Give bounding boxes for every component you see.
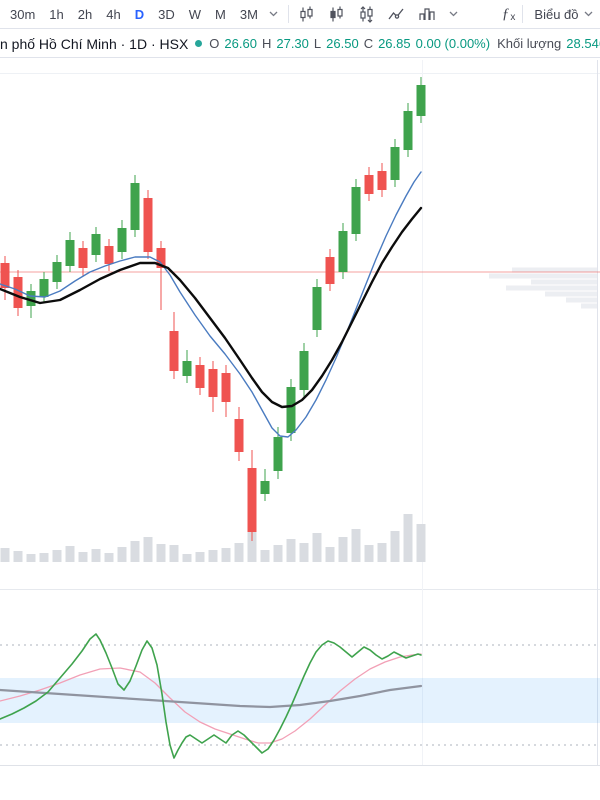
close-value: 26.85 (378, 36, 411, 51)
candles-hollow-icon[interactable] (296, 4, 317, 25)
line-chart-icon[interactable] (386, 4, 407, 25)
open-value: 26.60 (224, 36, 257, 51)
open-label: O (209, 36, 220, 51)
pane-separator[interactable] (0, 589, 600, 590)
chart-right-border (597, 60, 598, 765)
toolbar-divider (287, 5, 289, 23)
timeframe-group: 30m 1h 2h 4h D 3D W M 3M (4, 5, 281, 24)
timeframe-1d[interactable]: D (134, 6, 145, 22)
low-label: L (313, 36, 322, 51)
chart-layout-menu[interactable]: Biểu đồ (530, 5, 596, 24)
timeframe-3m[interactable]: 3M (239, 6, 258, 22)
timeframe-3d[interactable]: 3D (158, 6, 175, 22)
timeframe-2h[interactable]: 2h (77, 6, 93, 22)
volume-value: 28.546M (566, 36, 600, 51)
symbol-title[interactable]: n phố Hồ Chí Minh · 1D · HSX (0, 35, 189, 52)
vertical-gridline (422, 60, 423, 765)
volume-legend: Khối lượng 28.546M (497, 36, 600, 51)
timeframe-4h[interactable]: 4h (106, 6, 121, 22)
chart-layout-menu-label: Biểu đồ (534, 6, 579, 22)
change-value: 0.00 (0.00%) (415, 36, 491, 51)
ohlc-values: O 26.60 H 27.30 L 26.50 C 26.85 0.00 (0.… (209, 36, 490, 51)
toolbar-divider (522, 5, 524, 23)
volume-label: Khối lượng (497, 36, 562, 51)
top-toolbar: 30m 1h 2h 4h D 3D W M 3M (0, 0, 600, 29)
candles-solid-icon[interactable] (326, 4, 347, 25)
symbol-legend-bar: n phố Hồ Chí Minh · 1D · HSX O 26.60 H 2… (0, 30, 600, 58)
time-axis-border (0, 765, 600, 766)
timeframe-1h[interactable]: 1h (49, 6, 64, 22)
candles-arrows-icon[interactable] (356, 4, 377, 25)
market-status-dot-icon (195, 40, 203, 47)
fx-x-glyph: x (510, 11, 516, 23)
fx-f-glyph: ƒ (501, 5, 510, 22)
chart-top-gridline (0, 73, 600, 74)
high-label: H (261, 36, 272, 51)
style-menu-chevron-icon[interactable] (446, 9, 461, 19)
timeframe-1m[interactable]: M (215, 6, 226, 22)
timeframe-30m[interactable]: 30m (10, 6, 36, 22)
high-value: 27.30 (276, 36, 309, 51)
close-label: C (363, 36, 374, 51)
timeframe-menu-chevron-icon[interactable] (266, 9, 281, 19)
chart-menu-chevron-icon (584, 11, 592, 17)
chart-style-icon-group (296, 4, 461, 25)
step-bars-icon[interactable] (416, 4, 437, 25)
low-value: 26.50 (326, 36, 359, 51)
timeframe-1w[interactable]: W (188, 6, 201, 22)
